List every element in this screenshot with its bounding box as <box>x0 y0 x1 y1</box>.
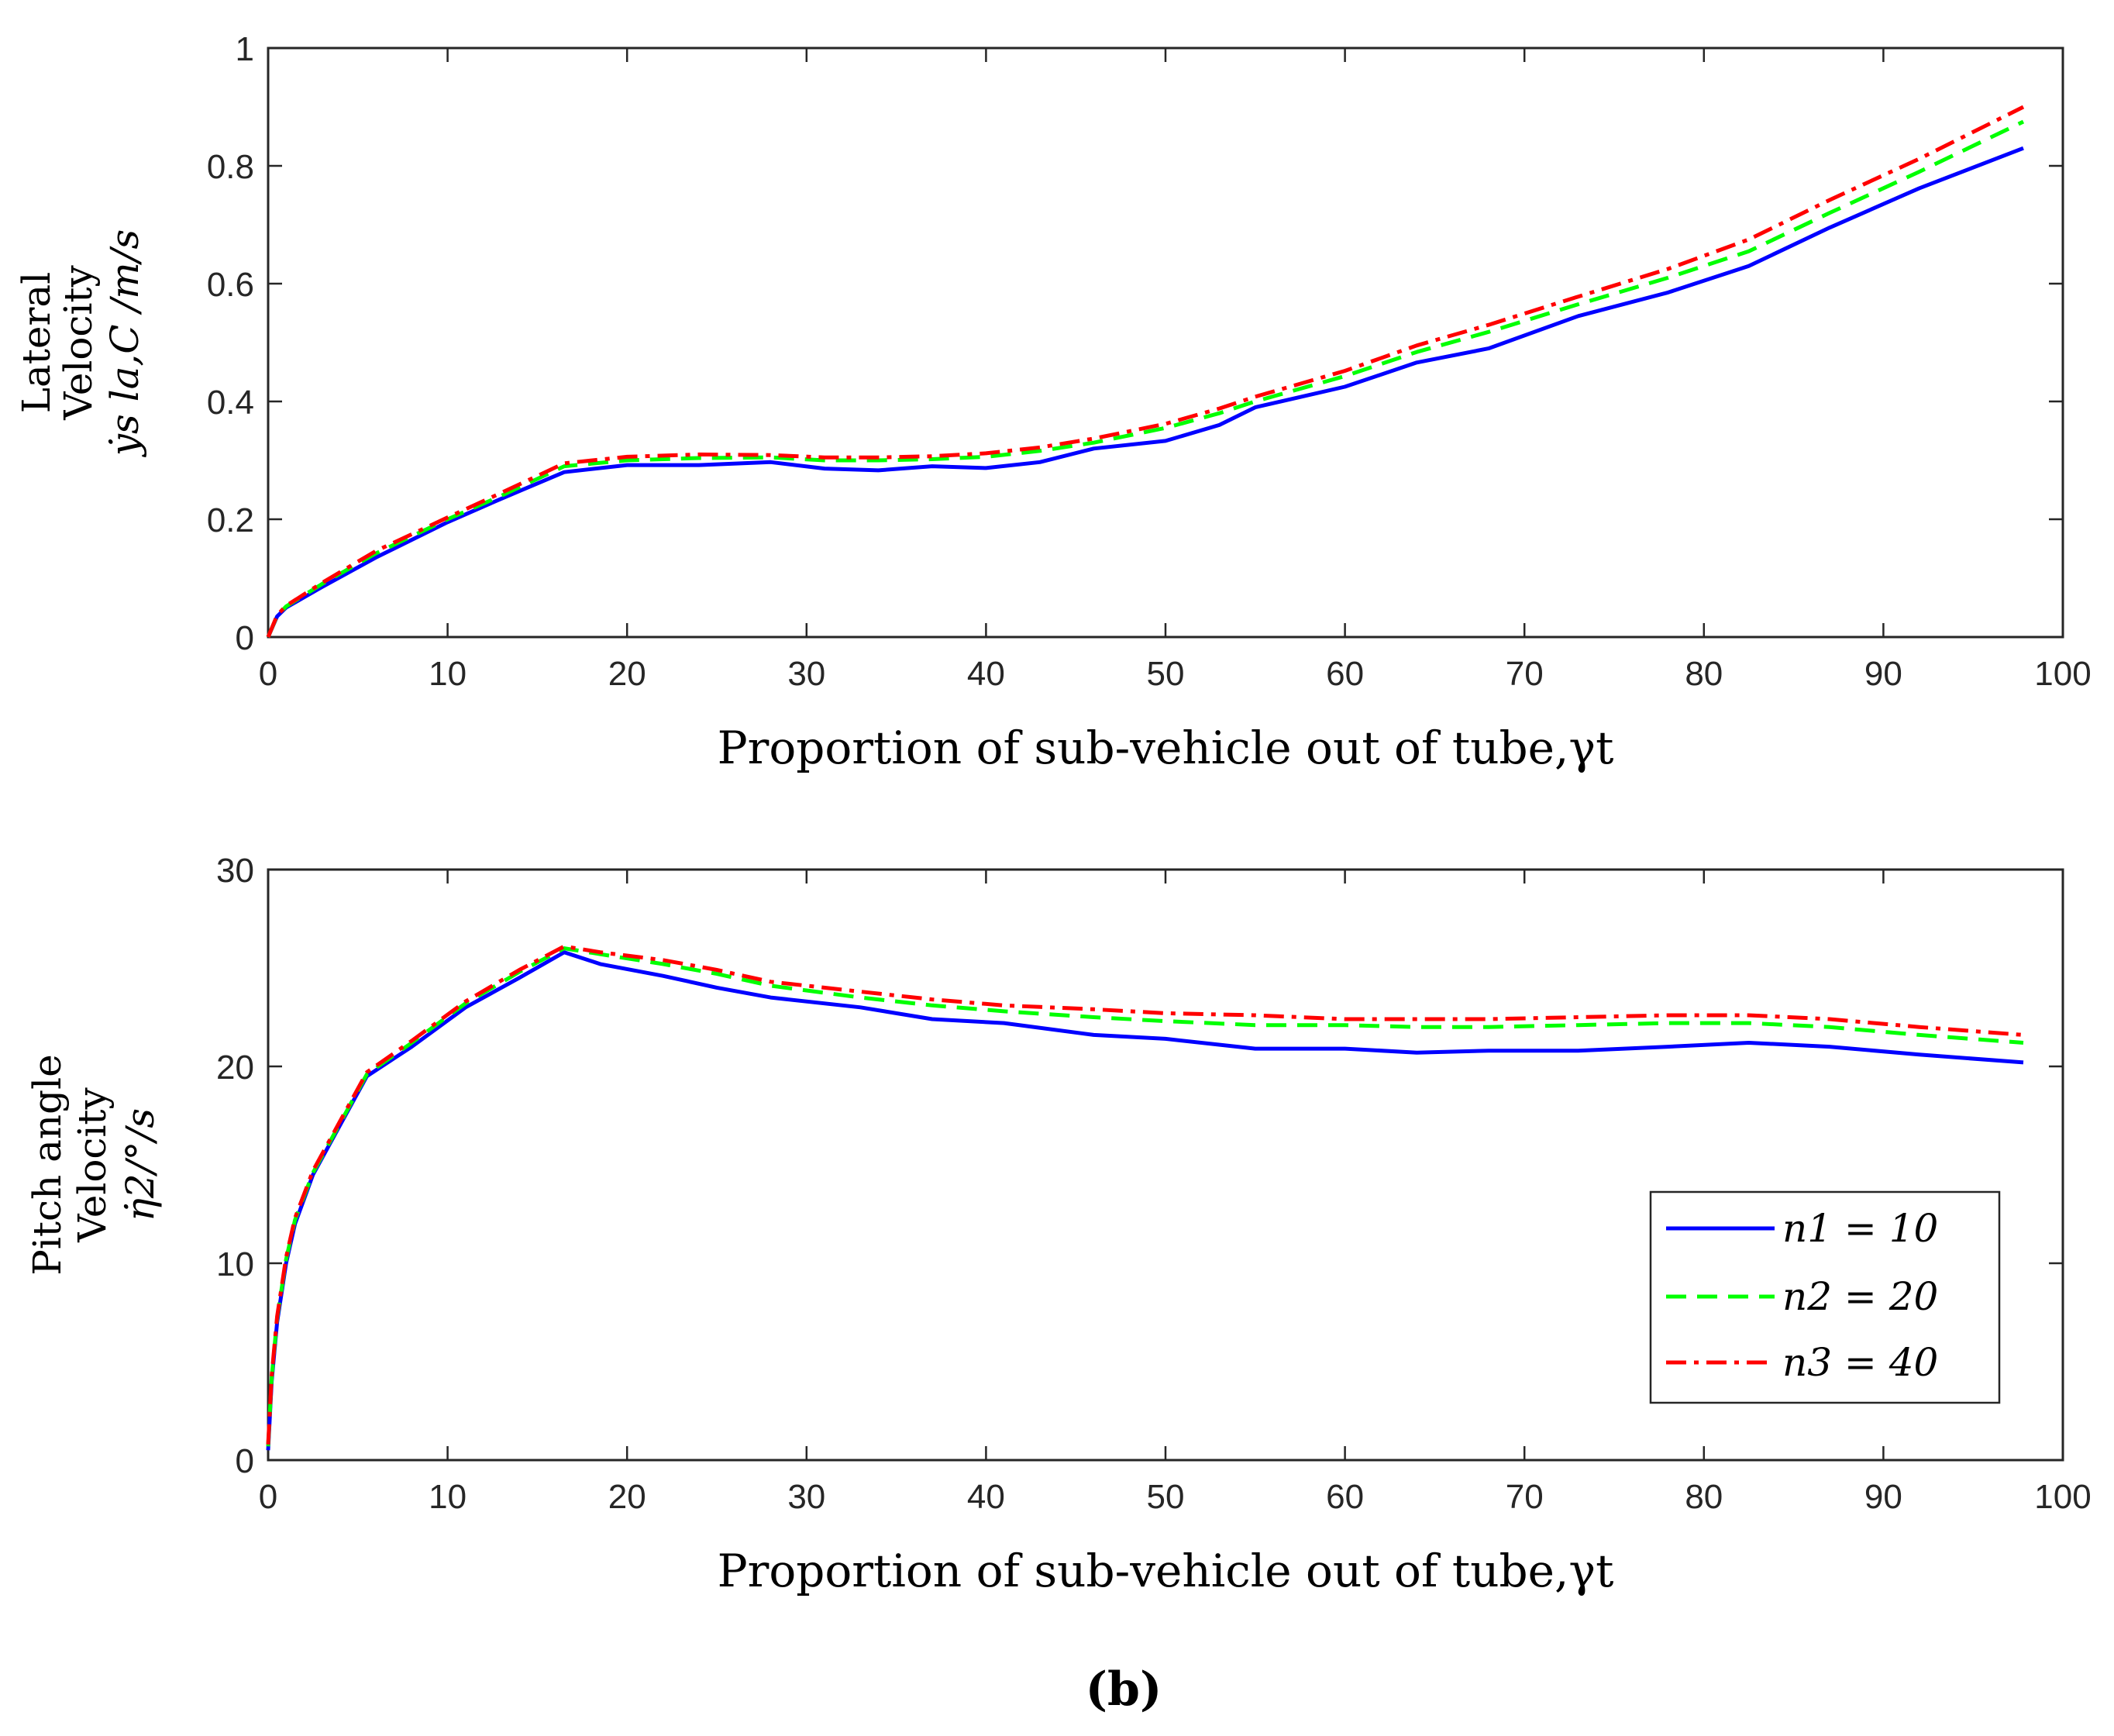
bottom-xtick-label: 60 <box>1326 1478 1364 1516</box>
top-ylabel-line-2: Velocity <box>56 264 101 420</box>
top-y-axis-label: Lateral Velocity ẏs la,C /m/s <box>14 229 147 457</box>
bottom-ylabel-line-1: Pitch angle <box>25 1054 70 1275</box>
legend-label-n2: n2 = 20 <box>1782 1274 1938 1319</box>
bottom-x-axis-label: Proportion of sub-vehicle out of tube,γt <box>718 1545 1614 1597</box>
top-ticks: 0 10 20 30 40 50 60 70 80 90 100 0 0.2 0.4 0.6 0.8 1 <box>207 30 2092 693</box>
bottom-ytick-label: 10 <box>216 1245 254 1283</box>
bottom-series-line-n1 <box>266 950 2024 1451</box>
figure-caption: (b) <box>1086 1662 1162 1717</box>
top-series-line-n1 <box>266 146 2024 638</box>
top-xtick-label: 40 <box>967 655 1005 693</box>
top-ytick-label: 0.8 <box>207 148 254 186</box>
top-xtick-label: 30 <box>787 655 825 693</box>
top-xtick-label: 60 <box>1326 655 1364 693</box>
top-xtick-label: 50 <box>1147 655 1185 693</box>
bottom-xtick-label: 80 <box>1685 1478 1723 1516</box>
top-xtick-label: 90 <box>1864 655 1902 693</box>
top-ylabel-math: ẏs la,C /m/s <box>102 229 147 457</box>
legend-label-n3: n3 = 40 <box>1782 1340 1938 1385</box>
bottom-xtick-label: 10 <box>429 1478 467 1516</box>
top-ytick-label: 0.6 <box>207 266 254 304</box>
legend-label-n1: n1 = 10 <box>1782 1206 1938 1251</box>
bottom-xtick-label: 20 <box>608 1478 646 1516</box>
top-ytick-label: 0 <box>236 619 254 657</box>
legend: n1 = 10 n2 = 20 n3 = 40 <box>1649 1190 2001 1404</box>
top-x-axis-label: Proportion of sub-vehicle out of tube,γt <box>718 722 1614 774</box>
bottom-y-axis-label: Pitch angle Velocity η̇2/°/s <box>25 1054 163 1275</box>
bottom-xtick-label: 0 <box>259 1478 277 1516</box>
bottom-xtick-label: 50 <box>1147 1478 1185 1516</box>
bottom-ytick-label: 20 <box>216 1049 254 1087</box>
bottom-ticks: 0 10 20 30 40 50 60 70 80 90 100 0 10 20 30 <box>216 852 2092 1516</box>
top-ytick-label: 1 <box>236 30 254 68</box>
top-plot-area <box>267 46 2064 639</box>
bottom-xtick-label: 100 <box>2034 1478 2091 1516</box>
top-series-lines <box>266 105 2025 638</box>
top-xtick-label: 20 <box>608 655 646 693</box>
top-ylabel-line-1: Lateral <box>14 272 59 413</box>
bottom-ylabel-math: η̇2/°/s <box>118 1108 163 1221</box>
top-xtick-label: 70 <box>1506 655 1544 693</box>
top-xtick-label: 100 <box>2034 655 2091 693</box>
bottom-series-line-n3 <box>266 944 2024 1445</box>
bottom-xtick-label: 40 <box>967 1478 1005 1516</box>
bottom-series-lines <box>266 944 2024 1451</box>
top-series-line-n3 <box>266 105 2025 638</box>
top-xtick-label: 80 <box>1685 655 1723 693</box>
top-xtick-label: 0 <box>259 655 277 693</box>
bottom-xtick-label: 30 <box>787 1478 825 1516</box>
top-xtick-label: 10 <box>429 655 467 693</box>
bottom-ytick-label: 0 <box>236 1442 254 1480</box>
top-ytick-label: 0.2 <box>207 501 254 539</box>
bottom-series-line-n2 <box>266 946 2024 1447</box>
bottom-xtick-label: 70 <box>1506 1478 1544 1516</box>
lateral-velocity-chart: 0 10 20 30 40 50 60 70 80 90 100 0 0.2 0.4 0.6 0.8 1 Lat… <box>14 30 2092 774</box>
bottom-ytick-label: 30 <box>216 852 254 890</box>
bottom-ylabel-line-2: Velocity <box>70 1087 115 1242</box>
top-ytick-label: 0.4 <box>207 384 254 422</box>
bottom-xtick-label: 90 <box>1864 1478 1902 1516</box>
pitch-angle-velocity-chart: 0 10 20 30 40 50 60 70 80 90 100 0 10 20 30 Pitch angl… <box>25 852 2092 1597</box>
